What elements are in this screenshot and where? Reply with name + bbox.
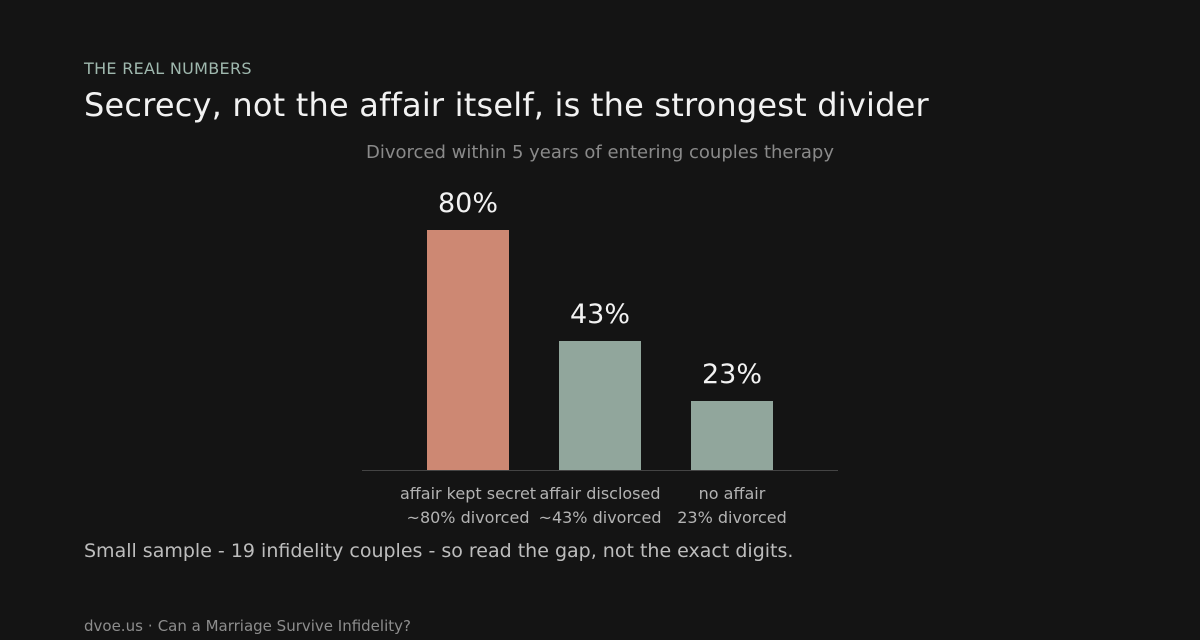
category-label: no affair	[699, 484, 766, 503]
chart-headline: Secrecy, not the affair itself, is the s…	[84, 86, 929, 124]
category-sublabel: 23% divorced	[677, 508, 787, 527]
bar-3	[691, 401, 773, 470]
labels-group: 80% affair kept secret ~80% divorced 43% aff…	[400, 188, 787, 527]
footer-article-title: Can a Marriage Survive Infidelity?	[157, 617, 411, 635]
eyebrow-label: THE REAL NUMBERS	[84, 59, 252, 78]
bar-2	[559, 341, 641, 470]
footer-separator: ·	[147, 617, 153, 635]
sample-size-note: Small sample - 19 infidelity couples - s…	[84, 540, 794, 562]
bar-value-label: 80%	[438, 188, 498, 219]
category-sublabel: ~80% divorced	[407, 508, 530, 527]
bar-value-label: 43%	[570, 299, 630, 330]
bar-1	[427, 230, 509, 470]
category-sublabel: ~43% divorced	[539, 508, 662, 527]
footer-credit: dvoe.us · Can a Marriage Survive Infidelit…	[84, 617, 411, 635]
category-label: affair disclosed	[539, 484, 660, 503]
bars-group	[427, 230, 773, 470]
category-label: affair kept secret	[400, 484, 536, 503]
chart-subtitle: Divorced within 5 years of entering coup…	[366, 142, 834, 163]
footer-site: dvoe.us	[84, 617, 143, 635]
bar-value-label: 23%	[702, 359, 762, 390]
